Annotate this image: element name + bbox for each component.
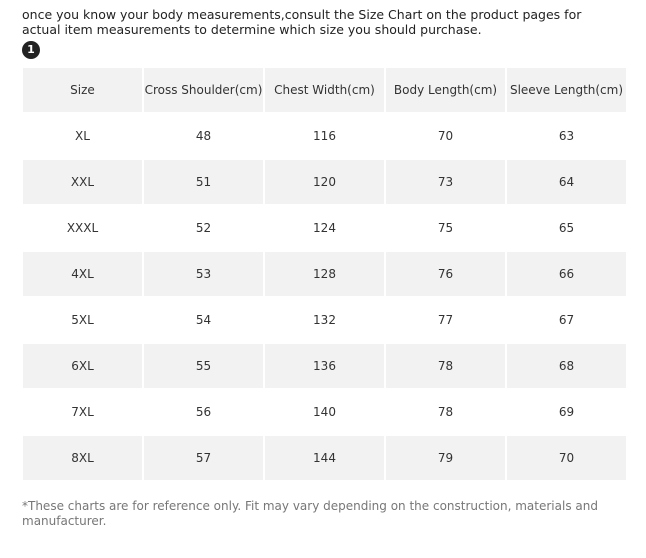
table-row: 8XL 57 144 79 70 bbox=[23, 436, 626, 480]
measurement-cell: 57 bbox=[144, 436, 263, 480]
column-header: Sleeve Length(cm) bbox=[507, 68, 626, 112]
step-number-badge: 1 bbox=[22, 41, 40, 59]
measurement-cell: 132 bbox=[265, 298, 384, 342]
measurement-cell: 52 bbox=[144, 206, 263, 250]
table-header-row: Size Cross Shoulder(cm) Chest Width(cm) Bod… bbox=[23, 68, 626, 112]
table-row: 6XL 55 136 78 68 bbox=[23, 344, 626, 388]
measurement-cell: 124 bbox=[265, 206, 384, 250]
measurement-cell: 67 bbox=[507, 298, 626, 342]
column-header: Cross Shoulder(cm) bbox=[144, 68, 263, 112]
size-cell: XXXL bbox=[23, 206, 142, 250]
size-chart-table: Size Cross Shoulder(cm) Chest Width(cm) Bod… bbox=[21, 66, 628, 482]
measurement-cell: 76 bbox=[386, 252, 505, 296]
measurement-cell: 128 bbox=[265, 252, 384, 296]
measurement-cell: 77 bbox=[386, 298, 505, 342]
size-cell: 6XL bbox=[23, 344, 142, 388]
measurement-cell: 53 bbox=[144, 252, 263, 296]
measurement-cell: 66 bbox=[507, 252, 626, 296]
measurement-cell: 65 bbox=[507, 206, 626, 250]
table-row: 4XL 53 128 76 66 bbox=[23, 252, 626, 296]
table-row: 7XL 56 140 78 69 bbox=[23, 390, 626, 434]
size-cell: 7XL bbox=[23, 390, 142, 434]
measurement-cell: 140 bbox=[265, 390, 384, 434]
measurement-cell: 51 bbox=[144, 160, 263, 204]
measurement-cell: 78 bbox=[386, 344, 505, 388]
measurement-cell: 78 bbox=[386, 390, 505, 434]
size-cell: 4XL bbox=[23, 252, 142, 296]
measurement-cell: 68 bbox=[507, 344, 626, 388]
measurement-cell: 120 bbox=[265, 160, 384, 204]
table-row: XXXL 52 124 75 65 bbox=[23, 206, 626, 250]
measurement-cell: 79 bbox=[386, 436, 505, 480]
column-header: Body Length(cm) bbox=[386, 68, 505, 112]
size-cell: 8XL bbox=[23, 436, 142, 480]
size-cell: 5XL bbox=[23, 298, 142, 342]
measurement-cell: 75 bbox=[386, 206, 505, 250]
measurement-cell: 69 bbox=[507, 390, 626, 434]
measurement-cell: 144 bbox=[265, 436, 384, 480]
size-cell: XXL bbox=[23, 160, 142, 204]
size-cell: XL bbox=[23, 114, 142, 158]
measurement-cell: 70 bbox=[507, 436, 626, 480]
measurement-cell: 56 bbox=[144, 390, 263, 434]
intro-text: once you know your body measurements,con… bbox=[22, 7, 582, 37]
measurement-cell: 64 bbox=[507, 160, 626, 204]
table-row: XL 48 116 70 63 bbox=[23, 114, 626, 158]
measurement-cell: 116 bbox=[265, 114, 384, 158]
column-header: Size bbox=[23, 68, 142, 112]
measurement-cell: 55 bbox=[144, 344, 263, 388]
column-header: Chest Width(cm) bbox=[265, 68, 384, 112]
measurement-cell: 70 bbox=[386, 114, 505, 158]
measurement-cell: 136 bbox=[265, 344, 384, 388]
measurement-cell: 48 bbox=[144, 114, 263, 158]
footnote-text: *These charts are for reference only. Fi… bbox=[22, 499, 598, 528]
measurement-cell: 63 bbox=[507, 114, 626, 158]
table-body: XL 48 116 70 63 XXL 51 120 73 64 XXXL 52 124 75 65 4XL 5… bbox=[23, 114, 626, 480]
table-row: XXL 51 120 73 64 bbox=[23, 160, 626, 204]
measurement-cell: 73 bbox=[386, 160, 505, 204]
table-row: 5XL 54 132 77 67 bbox=[23, 298, 626, 342]
measurement-cell: 54 bbox=[144, 298, 263, 342]
